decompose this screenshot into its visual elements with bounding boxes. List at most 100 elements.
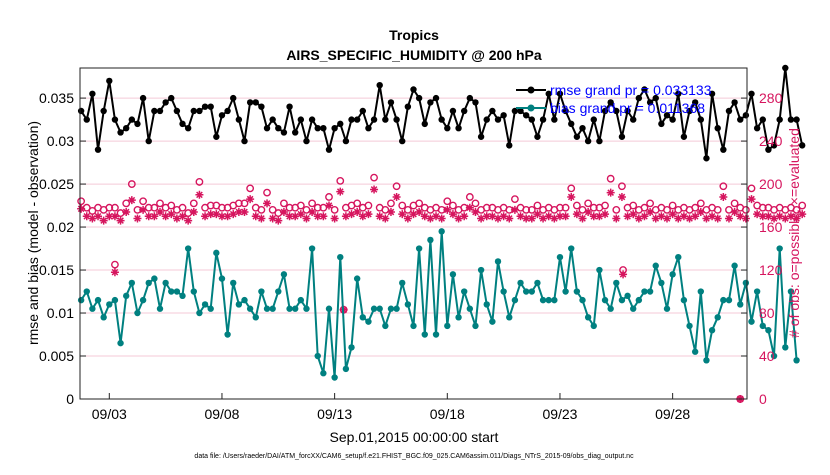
rmse-point: [308, 116, 316, 123]
rmse-point: [331, 124, 338, 132]
bias-point: [275, 288, 282, 295]
rmse-point: [596, 137, 603, 145]
obs-possible-marker: [567, 184, 576, 193]
obs-possible-marker: [353, 199, 362, 208]
rmse-point: [213, 133, 220, 140]
obs-possible-marker: [612, 205, 621, 214]
obs-possible-marker: [296, 201, 305, 210]
obs-evaluated-marker: [420, 212, 429, 221]
obs-evaluated-marker: [116, 216, 125, 225]
obs-evaluated-marker: [623, 212, 632, 221]
rmse-point: [539, 116, 547, 123]
bias-point: [568, 245, 575, 252]
obs-possible-marker: [116, 209, 125, 217]
rmse-point: [500, 112, 507, 119]
obs-possible-marker: [268, 205, 277, 214]
obs-evaluated-marker: [257, 214, 266, 223]
obs-evaluated-marker: [708, 212, 717, 221]
rmse-point: [258, 103, 265, 110]
obs-evaluated-marker: [403, 214, 412, 223]
rmse-point: [489, 107, 496, 115]
chart-title: Tropics: [389, 27, 439, 43]
obs-possible-marker: [336, 176, 345, 185]
rmse-point: [635, 94, 643, 102]
obs-possible-marker: [640, 203, 649, 212]
bias-point: [494, 258, 502, 265]
obs-possible-marker: [206, 201, 215, 210]
obs-possible-marker: [313, 203, 322, 212]
bias-point: [742, 279, 750, 287]
bias-point: [641, 288, 648, 295]
obs-possible-marker: [280, 199, 288, 208]
rmse-point: [630, 116, 637, 123]
rmse-point: [263, 124, 271, 132]
rmse-point: [753, 124, 761, 132]
rmse-point: [314, 124, 321, 132]
bias-point: [787, 288, 795, 295]
rmse-point: [697, 116, 705, 123]
obs-evaluated-marker: [522, 214, 531, 223]
bias-point: [173, 288, 181, 295]
obs-evaluated-marker: [370, 185, 379, 194]
bias-point: [770, 352, 778, 360]
bias-point: [579, 296, 586, 304]
bias-point: [314, 352, 321, 360]
obs-evaluated-marker: [184, 216, 193, 225]
rmse-point: [359, 107, 366, 115]
obs-possible-marker: [533, 201, 542, 210]
bias-point: [201, 301, 209, 308]
bias-series: [77, 228, 800, 381]
bias-point: [291, 305, 299, 312]
obs-evaluated-marker: [110, 212, 119, 221]
rmse-point: [691, 99, 699, 106]
bias-point: [156, 305, 164, 312]
rmse-point: [511, 107, 519, 115]
rmse-point: [230, 94, 237, 102]
obs-evaluated-marker: [657, 212, 666, 221]
bias-point: [106, 301, 113, 308]
rmse-point: [320, 124, 327, 132]
obs-evaluated-marker: [753, 210, 762, 219]
bias-point: [652, 262, 659, 269]
obs-possible-marker: [561, 203, 570, 212]
bias-point: [646, 288, 654, 295]
bias-point: [263, 305, 271, 312]
bias-point: [500, 288, 507, 295]
bias-point: [461, 288, 468, 295]
obs-evaluated-marker: [764, 212, 773, 221]
obs-evaluated-marker: [691, 212, 700, 221]
obs-evaluated-marker: [736, 212, 745, 221]
obs-evaluated-marker: [263, 199, 272, 208]
bias-point: [415, 245, 423, 252]
obs-possible-marker: [415, 199, 424, 208]
obs-possible-marker: [443, 197, 452, 206]
y2-tick-label: 40: [759, 348, 775, 364]
bias-point: [506, 314, 513, 321]
obs-evaluated-marker: [206, 210, 215, 219]
obs-possible-marker: [713, 205, 722, 214]
bias-point: [246, 305, 254, 312]
obs-evaluated-marker: [212, 210, 221, 219]
bias-point: [449, 271, 457, 278]
obs-possible-marker: [696, 199, 705, 208]
bias-point: [551, 296, 558, 304]
rmse-point: [297, 116, 305, 123]
bias-point: [218, 275, 226, 282]
obs-possible-marker: [274, 209, 283, 217]
obs-evaluated-marker: [747, 195, 756, 204]
rmse-point: [117, 129, 124, 136]
obs-possible-marker: [527, 205, 536, 214]
y-tick-label: 0.03: [47, 133, 74, 149]
bias-point: [179, 292, 186, 300]
obs-evaluated-marker: [516, 212, 525, 221]
obs-possible-marker: [668, 201, 677, 210]
bias-point: [432, 331, 440, 338]
obs-evaluated-marker: [229, 210, 238, 219]
x-tick-label: 09/03: [92, 406, 127, 422]
bias-point: [562, 288, 569, 295]
bias-point: [483, 301, 490, 308]
obs-possible-marker: [392, 182, 401, 191]
bias-point: [663, 305, 671, 312]
bias-point: [573, 288, 581, 295]
